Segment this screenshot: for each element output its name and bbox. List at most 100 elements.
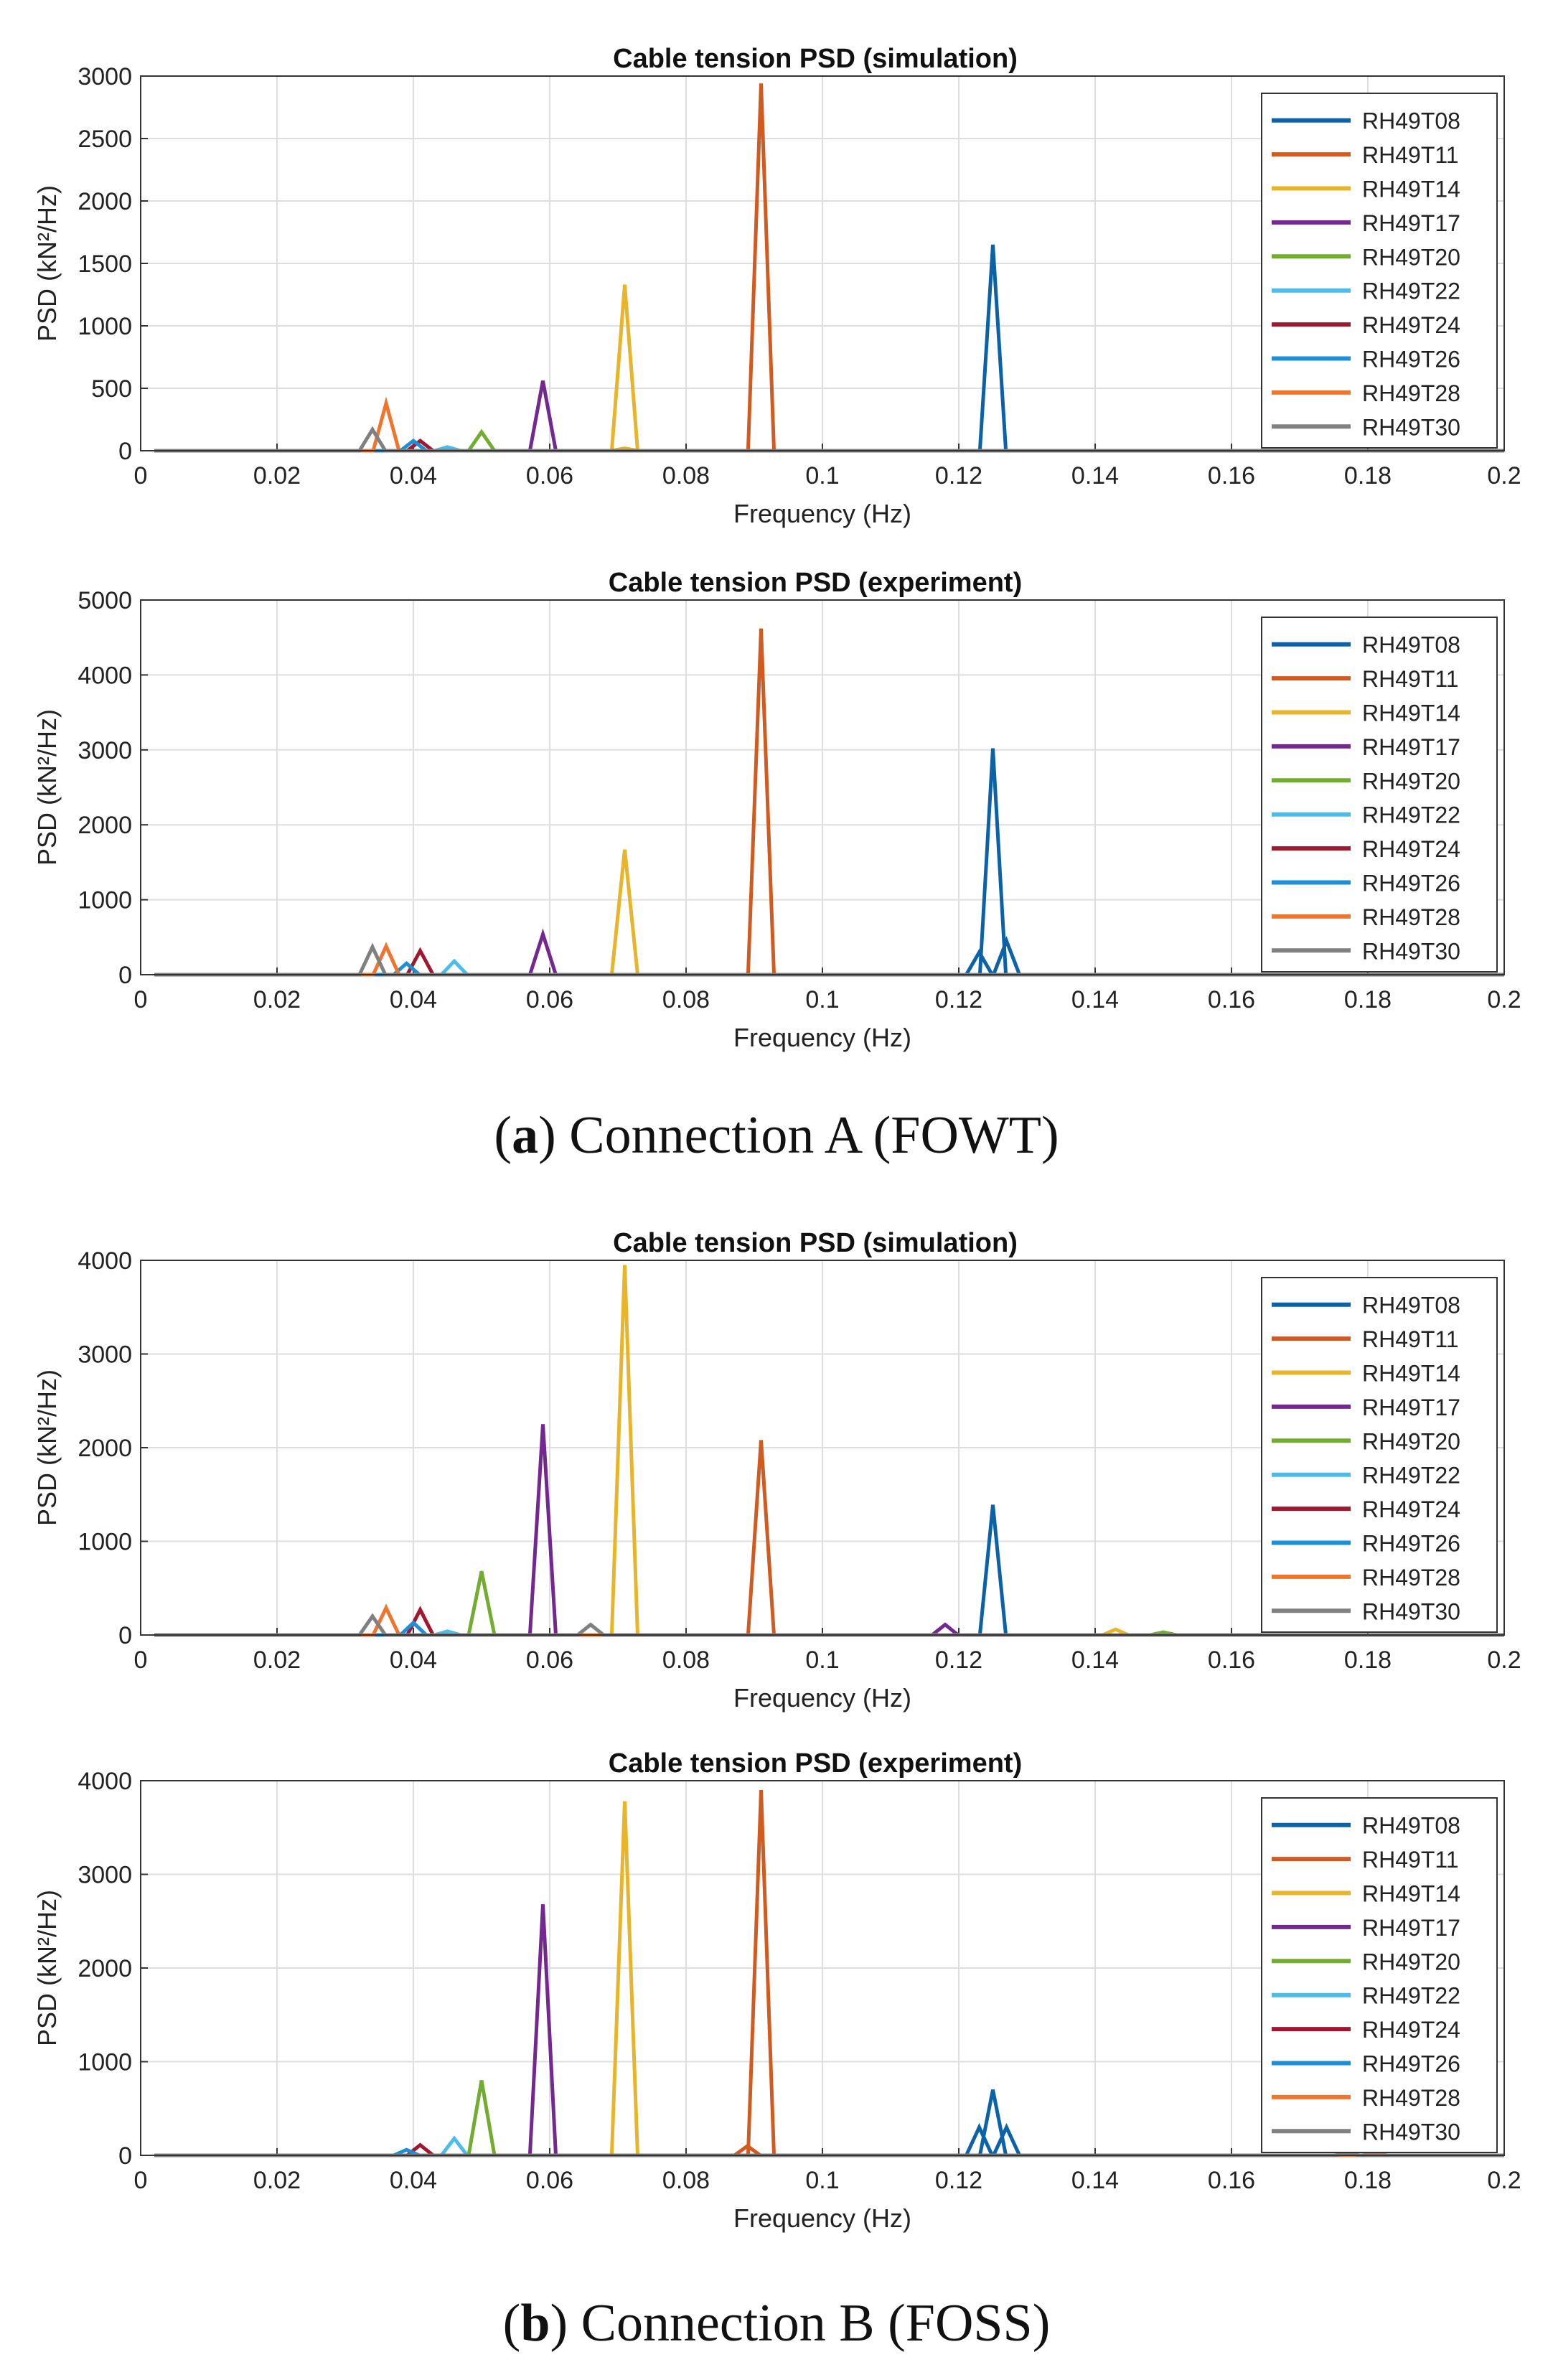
x-tick-label: 0.1 [805,1646,839,1674]
legend-label-rh49t08: RH49T08 [1362,1293,1460,1318]
x-tick-label: 0 [134,986,148,1013]
legend-label-rh49t30: RH49T30 [1362,2119,1460,2145]
x-axis-label: Frequency (Hz) [733,1683,911,1713]
caption-a: (a) Connection A (FOWT) [494,1106,1059,1165]
x-tick-label: 0.06 [526,2167,573,2194]
chart-title: Cable tension PSD (simulation) [613,44,1018,74]
y-tick-label: 0 [118,438,132,465]
x-axis-label: Frequency (Hz) [733,2203,911,2233]
axes-frame [140,75,1505,451]
legend-label-rh49t11: RH49T11 [1362,142,1459,168]
x-tick-label: 0.08 [662,986,710,1013]
legend-label-rh49t20: RH49T20 [1362,244,1460,270]
y-tick-label: 2000 [78,1435,132,1462]
x-tick-label: 0.04 [390,986,437,1013]
x-axis-label: Frequency (Hz) [733,1023,911,1052]
x-tick-label: 0.02 [253,986,301,1013]
x-tick-label: 0.2 [1487,2167,1521,2194]
chart-title: Cable tension PSD (experiment) [609,1748,1022,1779]
x-tick-label: 0.12 [935,1646,982,1674]
y-tick-label: 1000 [78,1529,132,1556]
x-tick-label: 0.18 [1344,2167,1392,2194]
y-tick-label: 4000 [78,1247,132,1275]
chart-title: Cable tension PSD (experiment) [609,568,1022,598]
x-tick-label: 0.04 [390,462,437,489]
y-tick-label: 3000 [78,1862,132,1889]
x-tick-label: 0.1 [805,462,839,489]
x-tick-label: 0.16 [1208,986,1255,1013]
x-tick-label: 0.14 [1071,462,1119,489]
legend-label-rh49t08: RH49T08 [1362,108,1460,134]
y-tick-label: 3000 [78,737,132,764]
x-tick-label: 0.16 [1208,462,1255,489]
chart-a-simulation: 0 0.02 0.04 0.06 0.08 0.1 0.12 0.14 0.16 0.18 0.2 0… [0,29,1553,545]
legend-label-rh49t17: RH49T17 [1362,734,1460,760]
legend-label-rh49t20: RH49T20 [1362,1949,1460,1974]
y-tick-label: 1000 [78,887,132,914]
legend-label-rh49t22: RH49T22 [1362,278,1460,304]
y-tick-label: 1500 [78,250,132,278]
y-tick-label: 1000 [78,2049,132,2076]
legend-label-rh49t26: RH49T26 [1362,1531,1460,1557]
legend-label-rh49t20: RH49T20 [1362,1428,1460,1454]
x-tick-label: 0.06 [526,1646,573,1674]
x-tick-label: 0.08 [662,2167,710,2194]
caption-b: (b) Connection B (FOSS) [502,2294,1051,2353]
y-tick-label: 2000 [78,188,132,215]
legend-label-rh49t11: RH49T11 [1362,1326,1459,1352]
legend-label-rh49t24: RH49T24 [1362,312,1460,338]
legend-label-rh49t30: RH49T30 [1362,414,1460,440]
axes-frame [140,599,1505,975]
legend-label-rh49t28: RH49T28 [1362,904,1460,930]
x-tick-label: 0.14 [1071,1646,1119,1674]
chart-a-experiment: 0 0.02 0.04 0.06 0.08 0.1 0.12 0.14 0.16 0.18 0.2 0… [0,553,1553,1069]
x-tick-label: 0 [134,2167,148,2194]
legend-label-rh49t11: RH49T11 [1362,666,1459,692]
y-tick-label: 0 [118,2142,132,2170]
x-tick-label: 0.12 [935,462,982,489]
caption-b-text: Connection B (FOSS) [581,2294,1051,2353]
axes-frame [140,1780,1505,2156]
legend-label-rh49t17: RH49T17 [1362,210,1460,236]
x-tick-label: 0.2 [1487,462,1521,489]
legend-label-rh49t22: RH49T22 [1362,1463,1460,1489]
legend-label-rh49t26: RH49T26 [1362,347,1460,373]
x-tick-label: 0.12 [935,2167,982,2194]
x-tick-label: 0.02 [253,2167,301,2194]
legend-label-rh49t14: RH49T14 [1362,1881,1460,1907]
legend-label-rh49t22: RH49T22 [1362,1983,1460,2009]
x-tick-label: 0.08 [662,1646,710,1674]
x-tick-label: 0.06 [526,462,573,489]
x-axis-label: Frequency (Hz) [733,499,911,528]
chart-title: Cable tension PSD (simulation) [613,1228,1018,1258]
y-tick-label: 5000 [78,587,132,614]
series-line-rh49t08 [154,748,1504,977]
x-tick-label: 0 [134,462,148,489]
y-tick-label: 4000 [78,662,132,689]
legend-label-rh49t30: RH49T30 [1362,938,1460,964]
y-tick-label: 2000 [78,1955,132,1982]
y-tick-label: 3000 [78,1341,132,1369]
y-axis-label: PSD (kN²/Hz) [32,1369,62,1526]
legend-label-rh49t24: RH49T24 [1362,836,1460,862]
x-tick-label: 0.18 [1344,986,1392,1013]
x-tick-label: 0.06 [526,986,573,1013]
legend-label-rh49t28: RH49T28 [1362,2085,1460,2111]
chart-svg: 0 0.02 0.04 0.06 0.08 0.1 0.12 0.14 0.16 0.18 0.2 0… [32,44,1521,528]
series-line-rh49t08 [154,2089,1504,2158]
legend-label-rh49t11: RH49T11 [1362,1847,1459,1873]
legend-label-rh49t28: RH49T28 [1362,380,1460,406]
x-tick-label: 0 [134,1646,148,1674]
x-tick-label: 0.02 [253,1646,301,1674]
x-tick-label: 0.18 [1344,1646,1392,1674]
legend-label-rh49t22: RH49T22 [1362,802,1460,828]
caption-a-text: Connection A (FOWT) [569,1106,1059,1165]
x-tick-label: 0.2 [1487,1646,1521,1674]
legend-label-rh49t14: RH49T14 [1362,177,1460,202]
y-tick-label: 3000 [78,63,132,90]
y-tick-label: 0 [118,1622,132,1649]
x-tick-label: 0.14 [1071,986,1119,1013]
x-tick-label: 0.14 [1071,2167,1119,2194]
legend-label-rh49t14: RH49T14 [1362,1361,1460,1387]
x-tick-label: 0.04 [390,1646,437,1674]
